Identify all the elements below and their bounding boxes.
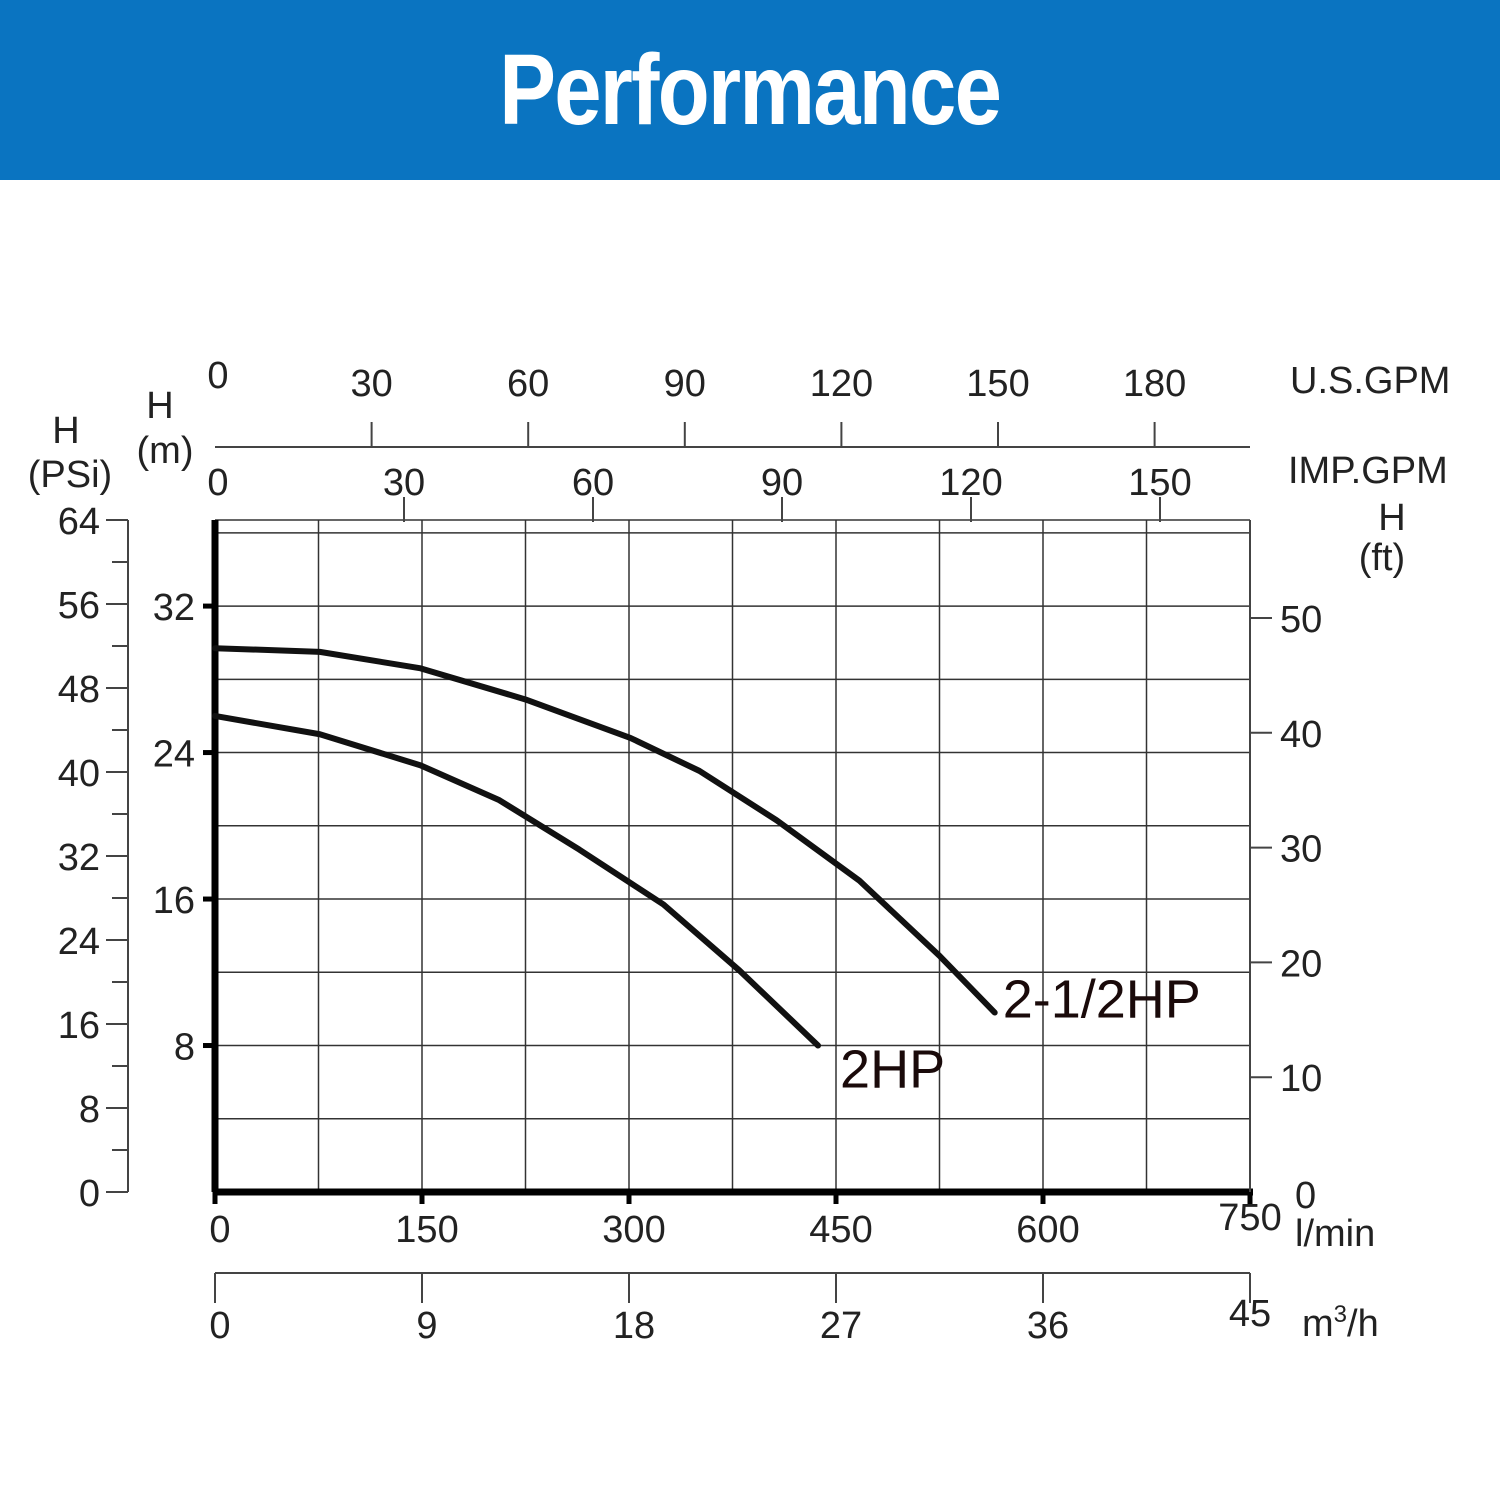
usgpm-tick-label: 120 [810, 363, 873, 405]
usgpm-tick-label: 150 [966, 363, 1029, 405]
x-tick-label: 150 [395, 1209, 458, 1251]
m3h-tick-label: 45 [1229, 1293, 1271, 1335]
y-m-label-bottom: (m) [137, 430, 194, 472]
page-title: Performance [499, 33, 1003, 146]
ft-label-bottom: (ft) [1359, 537, 1405, 579]
usgpm-tick-label: 0 [207, 355, 228, 397]
psi-tick-label: 8 [79, 1089, 100, 1131]
usgpm-tick-label: 90 [664, 363, 706, 405]
y-m-tick-label: 32 [153, 587, 195, 629]
impgpm-tick-label: 0 [207, 462, 228, 504]
psi-tick-label: 48 [58, 669, 100, 711]
x-axis-label: l/min [1295, 1213, 1375, 1255]
usgpm-axis-label: U.S.GPM [1290, 360, 1450, 402]
m3h-axis-label: m3/h [1302, 1301, 1379, 1345]
impgpm-axis-label: IMP.GPM [1288, 450, 1448, 492]
psi-tick-label: 24 [58, 921, 100, 963]
x-tick-label: 450 [809, 1209, 872, 1251]
impgpm-tick-label: 120 [939, 462, 1002, 504]
y-m-tick-label: 8 [174, 1027, 195, 1069]
series-curve-2HP [212, 712, 822, 1049]
series-label: 2-1/2HP [1003, 970, 1201, 1030]
m3h-tick-label: 36 [1027, 1305, 1069, 1347]
usgpm-tick-label: 30 [350, 363, 392, 405]
ft-tick-label: 20 [1280, 943, 1322, 985]
psi-label-bottom: (PSi) [28, 454, 112, 496]
m3h-tick-label: 18 [613, 1305, 655, 1347]
psi-tick-label: 56 [58, 585, 100, 627]
header-banner: Performance [0, 0, 1500, 180]
impgpm-tick-label: 150 [1128, 462, 1191, 504]
impgpm-tick-label: 90 [761, 462, 803, 504]
ft-tick-label: 40 [1280, 714, 1322, 756]
series-curve-2-1-2HP [212, 645, 998, 1016]
y-m-tick-label: 24 [153, 734, 195, 776]
psi-tick-label: 16 [58, 1005, 100, 1047]
m3h-tick-label: 0 [209, 1305, 230, 1347]
m3h-tick-label: 27 [820, 1305, 862, 1347]
x-tick-label: 600 [1016, 1209, 1079, 1251]
ft-tick-label: 30 [1280, 829, 1322, 871]
ft-tick-label: 0 [1295, 1175, 1316, 1217]
psi-tick-label: 40 [58, 753, 100, 795]
impgpm-tick-label: 60 [572, 462, 614, 504]
x-tick-label: 750 [1218, 1197, 1281, 1239]
m3h-tick-label: 9 [416, 1305, 437, 1347]
usgpm-tick-label: 60 [507, 363, 549, 405]
psi-tick-label: 0 [79, 1173, 100, 1215]
ft-label-top: H [1378, 497, 1405, 539]
ft-tick-label: 50 [1280, 599, 1322, 641]
y-m-label-top: H [146, 385, 173, 427]
x-tick-label: 300 [602, 1209, 665, 1251]
usgpm-tick-label: 180 [1123, 363, 1186, 405]
series-label: 2HP [840, 1040, 945, 1100]
psi-label-top: H [52, 410, 79, 452]
y-m-tick-label: 16 [153, 880, 195, 922]
x-tick-label: 0 [209, 1209, 230, 1251]
ft-tick-label: 10 [1280, 1058, 1322, 1100]
psi-tick-label: 64 [58, 501, 100, 543]
impgpm-tick-label: 30 [383, 462, 425, 504]
psi-tick-label: 32 [58, 837, 100, 879]
